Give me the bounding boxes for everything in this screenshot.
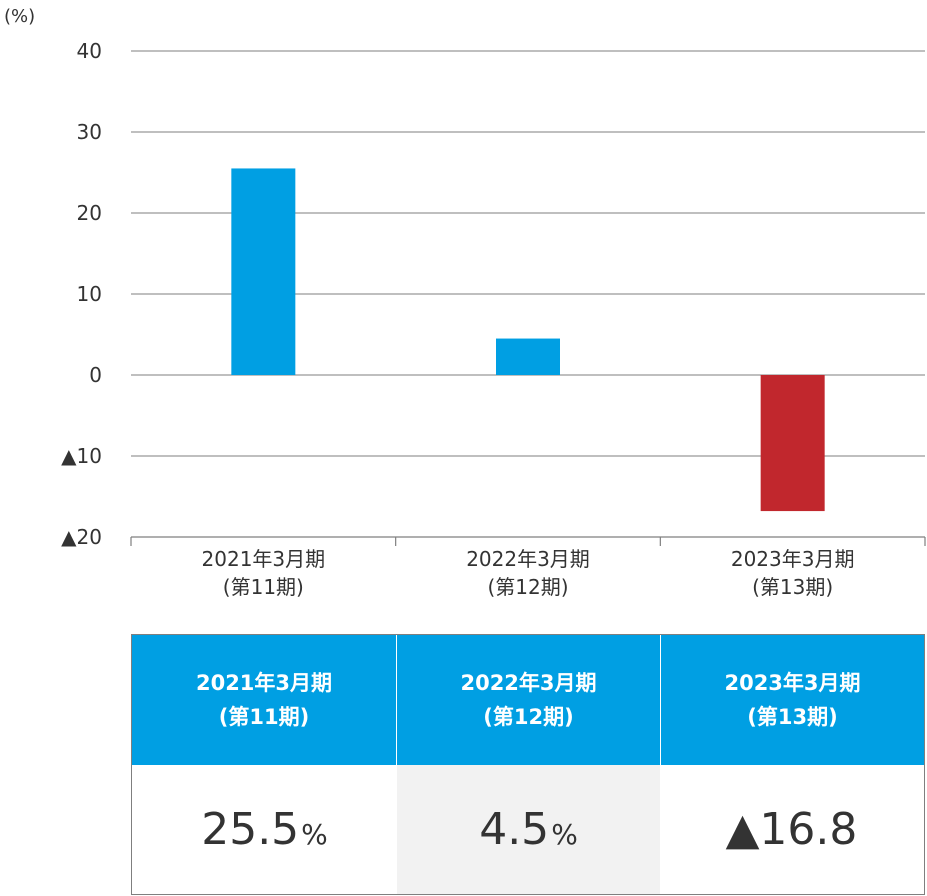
table-header-fy2022-year: 2022年3月期 xyxy=(460,671,597,695)
x-category-label: 2021年3月期 xyxy=(202,547,326,571)
table-value-fy2021-unit: % xyxy=(301,818,328,851)
table-header-fy2022-term: (第12期) xyxy=(483,705,574,729)
table-value-fy2023: ▲16.8 xyxy=(660,765,924,894)
table-header-fy2021-year: 2021年3月期 xyxy=(195,671,333,695)
table-header-fy2023-year: 2023年3月期 xyxy=(724,671,861,695)
table-header-fy2023: 2023年3月期 (第13期) xyxy=(660,635,924,765)
table-value-fy2022-unit: % xyxy=(551,818,578,851)
bar-1 xyxy=(231,168,296,375)
y-unit-label: (%) xyxy=(4,6,35,27)
y-tick-label: 0 xyxy=(89,363,102,387)
x-category-sublabel: (第12期) xyxy=(487,575,568,599)
table-header-fy2021-term: (第11期) xyxy=(218,705,310,729)
summary-table: 2021年3月期 (第11期) 2022年3月期 (第12期) 2023年3月期… xyxy=(131,634,925,895)
bar-3 xyxy=(760,375,825,512)
table-value-fy2022-number: 4.5 xyxy=(479,804,550,855)
y-tick-label: 20 xyxy=(77,201,102,225)
x-category-sublabel: (第11期) xyxy=(223,575,304,599)
table-header-fy2022: 2022年3月期 (第12期) xyxy=(396,635,660,765)
y-tick-label: 10 xyxy=(77,282,102,306)
table-value-fy2023-number: ▲16.8 xyxy=(725,804,858,855)
table-header-fy2021: 2021年3月期 (第11期) xyxy=(132,635,396,765)
table-header-fy2023-term: (第13期) xyxy=(747,705,838,729)
y-tick-label: 30 xyxy=(77,120,102,144)
bar-2 xyxy=(496,338,560,375)
x-category-sublabel: (第13期) xyxy=(752,575,833,599)
y-tick-label: 40 xyxy=(77,39,102,63)
y-tick-label: ▲10 xyxy=(61,444,102,468)
profit-growth-chart: (%) 40 30 20 10 0 ▲10 ▲20 2021年3月期 (第11期) 2022年3月期… xyxy=(4,6,926,599)
x-category-label: 2022年3月期 xyxy=(466,547,590,571)
table-value-fy2021: 25.5% xyxy=(132,765,396,894)
y-tick-label: ▲20 xyxy=(61,525,102,549)
table-value-fy2022: 4.5% xyxy=(396,765,660,894)
x-category-label: 2023年3月期 xyxy=(731,547,855,571)
table-value-fy2021-number: 25.5 xyxy=(201,804,300,855)
